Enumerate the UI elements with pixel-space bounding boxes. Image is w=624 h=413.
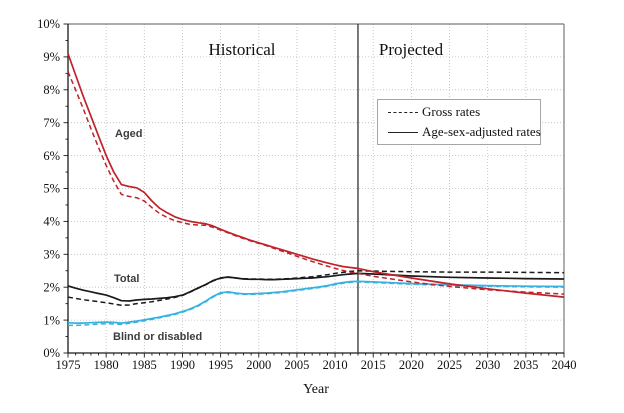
dashed-line-sample-icon — [388, 111, 418, 113]
y-tick-label: 7% — [43, 116, 60, 130]
y-tick-label: 8% — [43, 83, 60, 97]
solid-line-sample-icon — [388, 131, 418, 133]
series-line-blind-adjusted — [67, 280, 565, 324]
series-label-aged: Aged — [115, 128, 143, 140]
y-tick-label: 5% — [43, 182, 60, 196]
legend: Gross rates Age-sex-adjusted rates — [377, 99, 541, 145]
projected-region-label: Projected — [378, 40, 444, 59]
y-tick-label: 9% — [43, 50, 60, 64]
historical-region-label: Historical — [208, 40, 276, 59]
y-tick-label: 10% — [37, 17, 60, 31]
y-tick-label: 4% — [43, 215, 60, 229]
x-tick-label: 2010 — [323, 358, 348, 372]
x-axis-title: Year — [303, 382, 329, 397]
series-line-total-adjusted — [67, 272, 565, 302]
legend-item-gross: Gross rates — [388, 104, 540, 120]
x-tick-label: 1995 — [208, 358, 233, 372]
x-tick-label: 2040 — [552, 358, 577, 372]
legend-item-label: Gross rates — [422, 104, 481, 119]
y-tick-label: 3% — [43, 248, 60, 262]
x-tick-label: 2015 — [361, 358, 386, 372]
series-label-blind-or-disabled: Blind or disabled — [113, 331, 203, 343]
series-line-aged-adjusted — [67, 53, 565, 298]
y-tick-label: 2% — [43, 280, 60, 294]
x-tick-label: 1980 — [94, 358, 119, 372]
x-tick-label: 2005 — [284, 358, 309, 372]
x-tick-label: 2035 — [513, 358, 538, 372]
x-tick-label: 1985 — [132, 358, 157, 372]
y-tick-label: 6% — [43, 149, 60, 163]
y-tick-label: 1% — [43, 313, 60, 327]
legend-item-adjusted: Age-sex-adjusted rates — [388, 124, 541, 140]
x-tick-label: 1990 — [170, 358, 195, 372]
x-tick-label: 2025 — [437, 358, 462, 372]
legend-item-label: Age-sex-adjusted rates — [422, 124, 541, 139]
x-tick-label: 2030 — [475, 358, 500, 372]
x-tick-label: 2000 — [246, 358, 271, 372]
series-label-total: Total — [114, 273, 140, 285]
y-tick-label: 0% — [43, 346, 60, 360]
x-tick-label: 2020 — [399, 358, 424, 372]
x-tick-label: 1975 — [56, 358, 81, 372]
